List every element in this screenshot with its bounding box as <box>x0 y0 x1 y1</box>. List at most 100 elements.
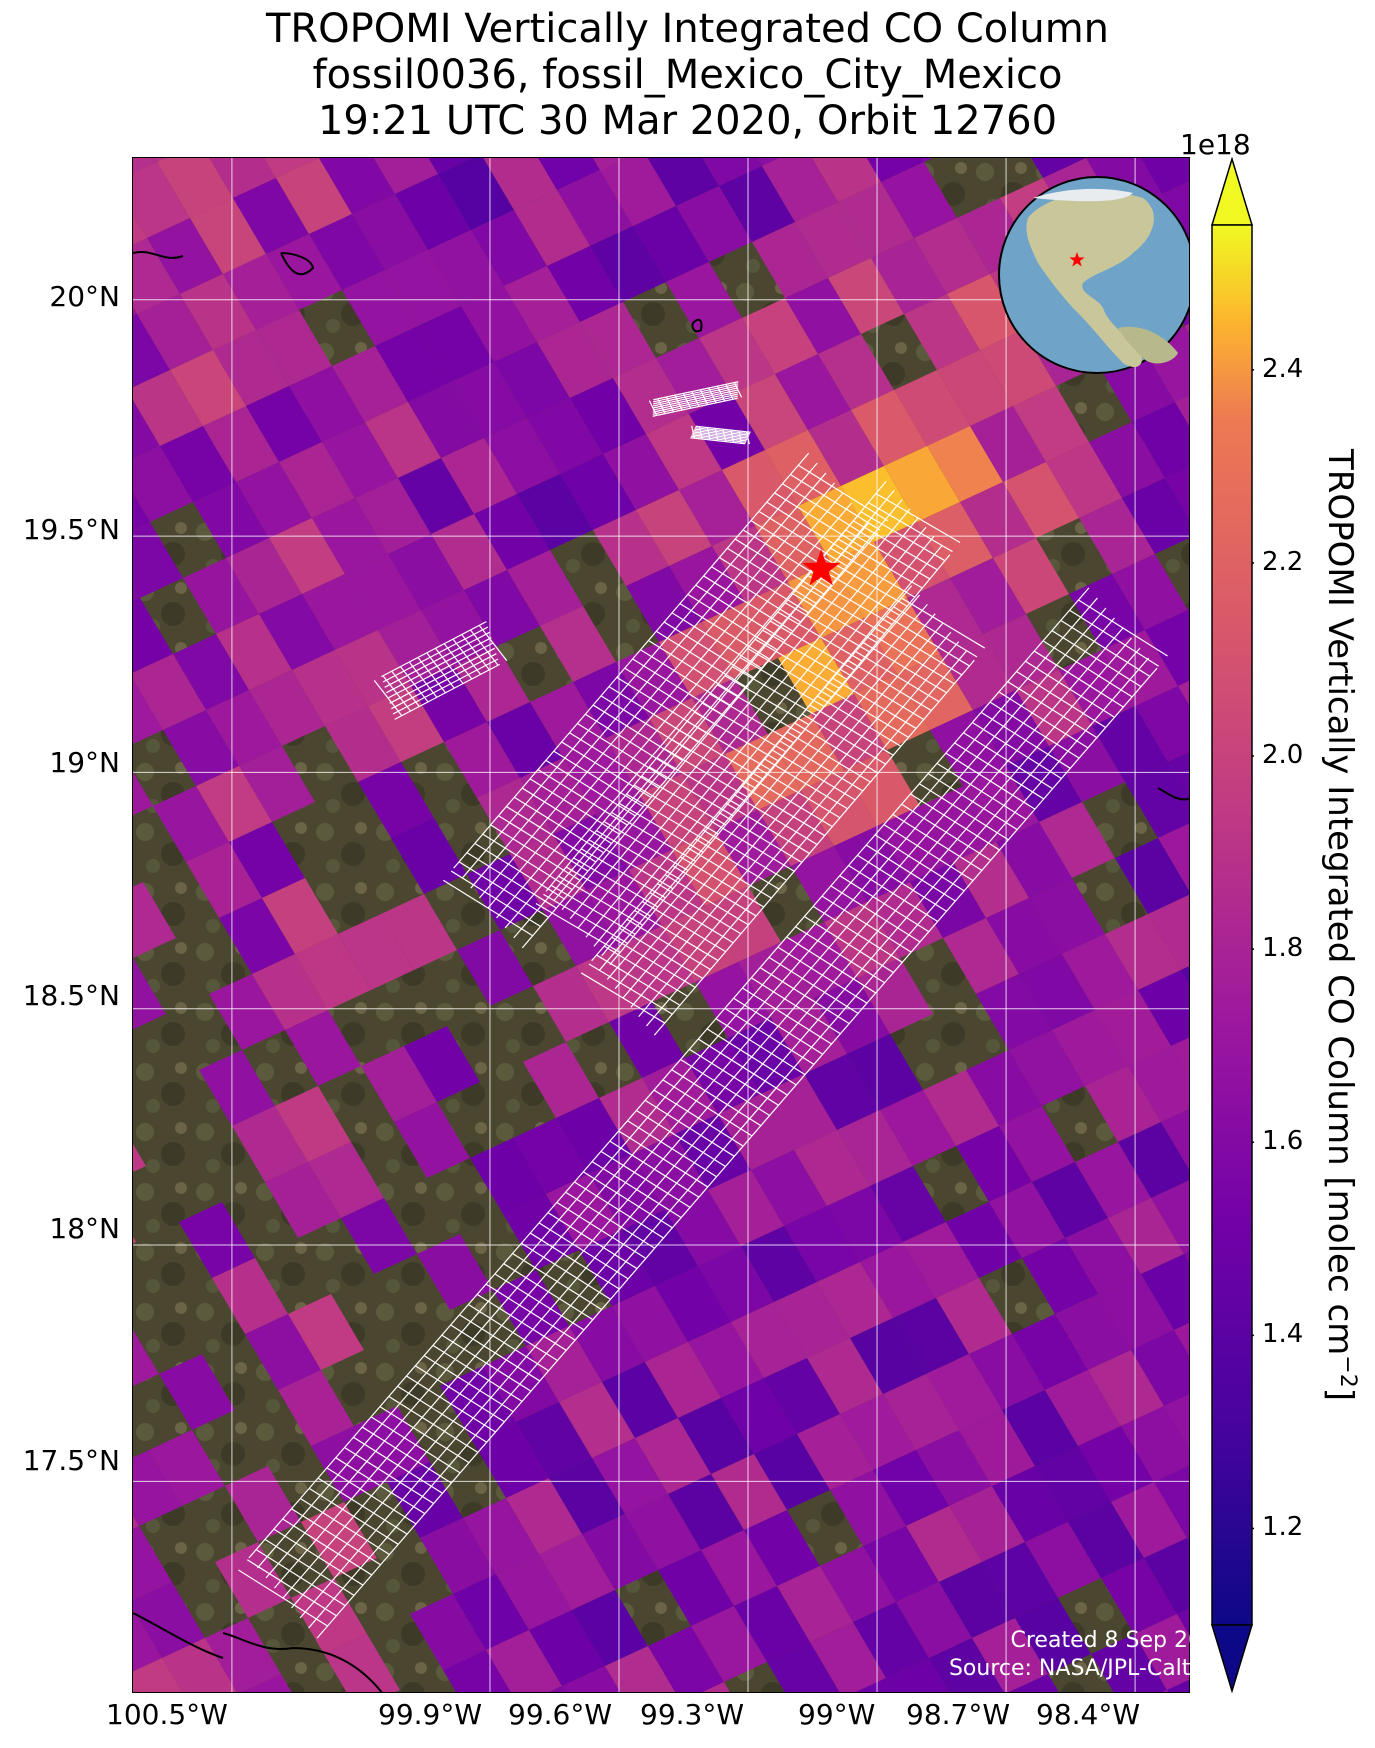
co-pixel <box>487 702 563 778</box>
co-pixel <box>461 286 537 362</box>
co-pixel <box>646 414 722 490</box>
co-pixel <box>764 1358 840 1434</box>
co-pixel <box>453 1574 529 1650</box>
co-pixel <box>1035 1446 1111 1522</box>
target-swath <box>580 585 986 1036</box>
credit-source: Source: NASA/JPL-Caltech <box>948 1656 1230 1681</box>
co-pixel <box>655 1266 731 1342</box>
co-pixel <box>894 370 970 446</box>
co-pixel <box>394 1102 470 1178</box>
co-pixel <box>855 1678 895 1692</box>
co-pixel <box>853 1602 929 1678</box>
co-pixel <box>592 1438 668 1514</box>
colorbar-tick-label: 1.2 <box>1262 1512 1304 1543</box>
co-pixel <box>539 1534 615 1610</box>
co-pixel <box>530 682 606 758</box>
co-pixel <box>133 493 150 530</box>
co-pixel <box>375 326 451 402</box>
co-pixel <box>215 1542 291 1618</box>
co-pixel <box>444 722 520 798</box>
co-pixel <box>233 178 309 254</box>
co-pixel <box>332 346 408 422</box>
lat-label-4: 18°N <box>49 1212 120 1245</box>
co-pixel <box>295 934 371 1010</box>
co-pixel <box>785 278 861 354</box>
co-pixel <box>1019 954 1095 1030</box>
co-pixel <box>679 470 755 546</box>
co-pixel <box>1184 1251 1189 1263</box>
co-pixel <box>1158 823 1189 891</box>
co-pixel <box>609 1002 685 1078</box>
co-pixel <box>441 438 517 514</box>
colorbar <box>1210 157 1254 1693</box>
co-pixel <box>873 1450 949 1526</box>
co-pixel <box>1141 1254 1189 1330</box>
co-pixel <box>1140 158 1189 194</box>
co-pixel <box>157 158 233 218</box>
co-pixel <box>914 218 990 294</box>
globe-site-star-icon <box>1069 252 1085 267</box>
co-pixel <box>1046 442 1122 518</box>
co-pixel <box>239 746 315 822</box>
co-pixel <box>562 1666 621 1692</box>
co-pixel <box>133 158 157 174</box>
co-pixel <box>133 446 193 522</box>
co-pixel <box>1098 1274 1174 1350</box>
co-pixel <box>943 918 1019 994</box>
co-pixel <box>893 1298 969 1374</box>
co-pixel <box>133 1329 159 1387</box>
co-pixel <box>133 958 166 1030</box>
co-pixel <box>818 334 894 410</box>
co-pixel <box>605 1646 676 1692</box>
co-pixel <box>762 158 838 222</box>
co-pixel <box>870 1166 946 1242</box>
co-pixel <box>668 1474 744 1550</box>
co-pixel <box>774 1282 850 1358</box>
co-pixel <box>927 426 1003 502</box>
co-pixel <box>980 330 1056 406</box>
co-pixel <box>947 274 1023 350</box>
co-pixel <box>1145 610 1189 686</box>
co-pixel <box>592 158 626 170</box>
co-pixel <box>711 1454 787 1530</box>
co-pixel <box>794 1130 870 1206</box>
colorbar-exponent: 1e18 <box>1180 128 1251 161</box>
co-pixel <box>906 1506 982 1582</box>
co-pixel <box>209 158 276 198</box>
co-pixel <box>648 1626 724 1692</box>
target-swath <box>690 425 751 445</box>
co-pixel <box>506 1478 582 1554</box>
co-pixel <box>757 158 780 166</box>
co-pixel <box>599 1078 675 1154</box>
co-pixel <box>420 1518 496 1594</box>
co-pixel <box>635 1418 711 1494</box>
co-pixel <box>692 678 768 754</box>
co-pixel <box>133 1143 146 1173</box>
co-pixel <box>960 482 1036 558</box>
co-pixel <box>593 510 669 586</box>
co-pixel <box>278 1370 354 1446</box>
co-pixel <box>921 158 933 162</box>
co-pixel <box>837 1110 913 1186</box>
co-pixel <box>810 1622 886 1692</box>
co-pixel <box>354 1406 430 1482</box>
co-pixel <box>170 350 246 426</box>
target-swath <box>442 452 889 949</box>
co-pixel <box>884 446 960 522</box>
co-pixel <box>946 1202 1022 1278</box>
co-pixel <box>573 662 649 738</box>
co-pixel <box>527 398 603 474</box>
co-pixel <box>395 174 471 250</box>
co-pixel <box>701 1530 777 1606</box>
co-pixel <box>874 522 950 598</box>
co-pixel <box>731 1302 807 1378</box>
co-pixel <box>719 166 795 242</box>
co-pixel <box>1164 1394 1189 1449</box>
lon-label-6: 98.4°W <box>1036 1698 1141 1731</box>
co-pixel <box>232 1106 308 1182</box>
co-pixel <box>676 186 752 262</box>
co-pixel <box>886 1658 950 1692</box>
co-pixel <box>269 518 345 594</box>
co-pixel <box>494 342 570 418</box>
co-pixel <box>732 374 808 450</box>
